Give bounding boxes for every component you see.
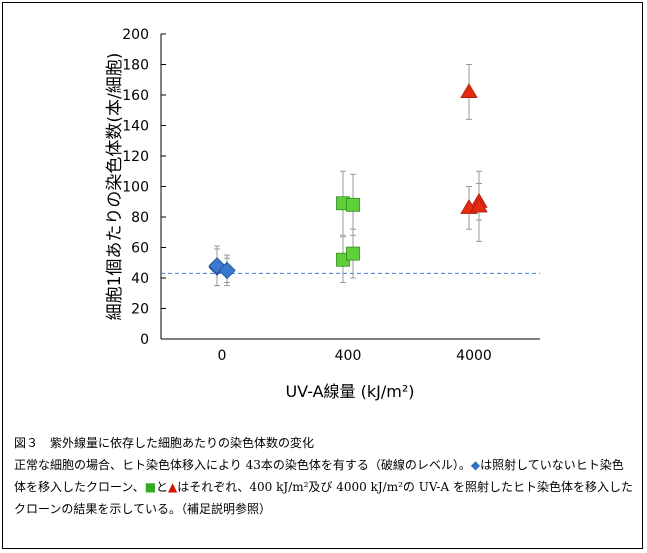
triangle-symbol-icon: ▲ — [168, 480, 178, 494]
caption-text: は照射していな — [480, 458, 564, 472]
y-tick-label: 40 — [131, 271, 149, 287]
caption-title: 図３ 紫外線量に依存した細胞あたりの染色体数の変化 — [14, 436, 315, 450]
figure-frame — [2, 2, 643, 549]
x-tick-label: 4000 — [456, 348, 492, 364]
y-tick-label: 20 — [131, 302, 149, 318]
square-marker — [346, 246, 360, 261]
caption-text: 染色体を移入したクローンの結果を示している。（補足説明参照） — [14, 480, 633, 516]
y-tick-label: 0 — [140, 332, 149, 348]
figure-caption: 図３ 紫外線量に依存した細胞あたりの染色体数の変化 正常な細胞の場合、ヒト染色体… — [14, 432, 634, 520]
triangle-marker — [470, 197, 488, 213]
diamond-marker — [218, 261, 236, 279]
y-axis-label: 細胞1個あたりの染色体数(本/細胞) — [105, 53, 125, 321]
axes — [160, 34, 540, 340]
caption-text: いヒト染色体を移入したクローン、 — [14, 458, 624, 494]
y-tick-label: 60 — [131, 241, 149, 257]
data-points — [208, 83, 488, 279]
y-tick-label: 120 — [122, 149, 149, 165]
y-tick-label: 80 — [131, 210, 149, 226]
x-ticks: 0 400 4000 — [218, 348, 492, 364]
caption-body: 正常な細胞の場合、ヒト染色体移入により 43本の染色体を有する（破線のレベル）。… — [14, 454, 634, 520]
y-tick-label: 160 — [122, 88, 149, 104]
y-ticks: 0 20 40 60 80 100 120 140 160 180 200 — [122, 27, 166, 348]
square-symbol-icon: ■ — [144, 480, 157, 494]
caption-text: 正常な細胞の場合、ヒト染色体移入により 43本の染色体を有する（破線のレベル）。 — [14, 458, 471, 472]
y-tick-label: 100 — [122, 180, 149, 196]
y-tick-label: 180 — [122, 58, 149, 74]
caption-text: はそれぞれ、400 kJ/m²及び 4000 kJ/m²の UV-A を照射した… — [177, 480, 537, 494]
x-tick-label: 400 — [335, 348, 362, 364]
caption-text: と — [156, 480, 169, 494]
x-tick-label: 0 — [218, 348, 227, 364]
x-axis-label: UV-A線量 (kJ/m²) — [285, 382, 414, 401]
triangle-marker — [460, 83, 478, 98]
diamond-symbol-icon: ◆ — [470, 458, 481, 472]
y-tick-label: 140 — [122, 119, 149, 135]
chart: 0 20 40 60 80 100 120 140 160 180 200 0 400 4000 UV-… — [105, 27, 540, 401]
y-tick-label: 200 — [122, 27, 149, 43]
square-marker — [346, 197, 360, 212]
